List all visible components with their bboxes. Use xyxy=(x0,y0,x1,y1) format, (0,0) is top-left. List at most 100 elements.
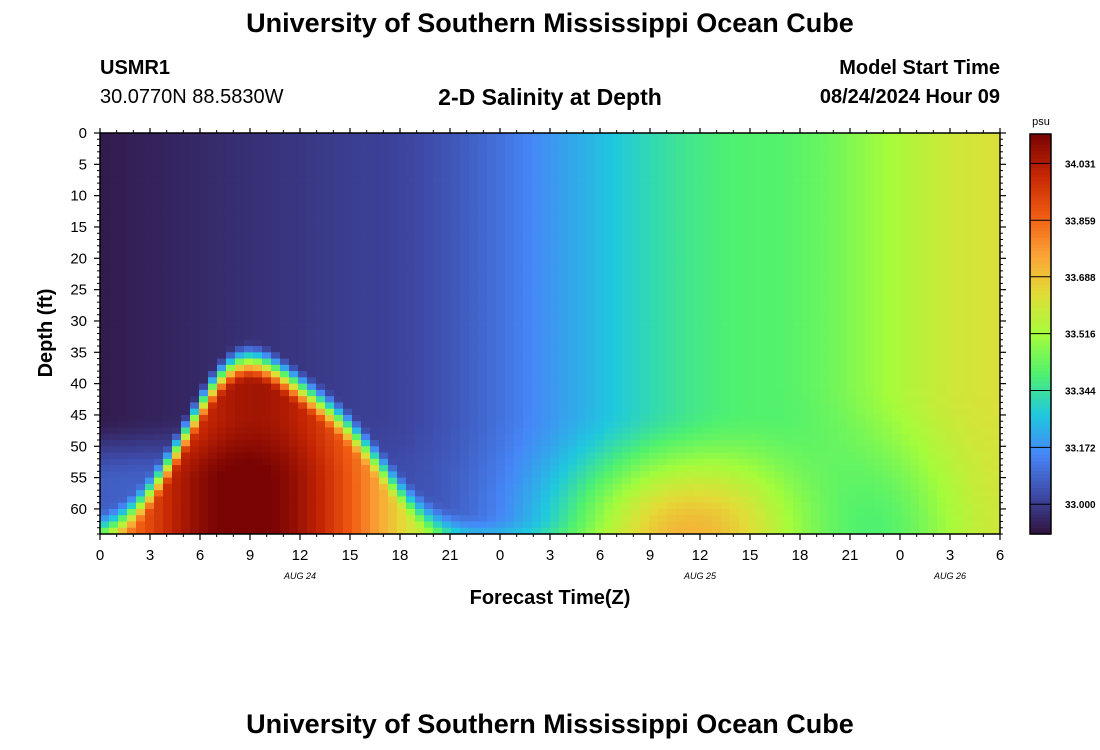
heatmap-cell xyxy=(703,333,713,341)
heatmap-cell xyxy=(397,396,407,404)
heatmap-cell xyxy=(316,521,326,529)
heatmap-cell xyxy=(208,145,218,153)
heatmap-cell xyxy=(505,176,515,184)
heatmap-cell xyxy=(640,308,650,316)
heatmap-cell xyxy=(433,414,443,422)
heatmap-cell xyxy=(172,339,182,347)
heatmap-cell xyxy=(739,477,749,485)
heatmap-cell xyxy=(271,139,281,147)
heatmap-cell xyxy=(514,327,524,335)
heatmap-cell xyxy=(316,183,326,190)
heatmap-cell xyxy=(334,364,344,372)
heatmap-cell xyxy=(298,245,308,253)
heatmap-cell xyxy=(289,327,299,335)
heatmap-cell xyxy=(469,133,479,140)
heatmap-cell xyxy=(190,176,200,184)
heatmap-cell xyxy=(271,465,281,472)
heatmap-cell xyxy=(721,396,731,404)
heatmap-cell xyxy=(235,446,245,454)
heatmap-cell xyxy=(109,458,119,466)
heatmap-cell xyxy=(748,320,758,328)
heatmap-cell xyxy=(100,333,110,341)
heatmap-cell xyxy=(208,490,218,498)
heatmap-cell xyxy=(379,133,389,140)
heatmap-cell xyxy=(631,226,641,234)
heatmap-cell xyxy=(307,508,317,516)
heatmap-cell xyxy=(766,333,776,341)
heatmap-cell xyxy=(604,502,614,510)
heatmap-cell xyxy=(145,295,155,303)
heatmap-cell xyxy=(766,490,776,498)
heatmap-cell xyxy=(523,490,533,498)
heatmap-cell xyxy=(496,195,506,203)
heatmap-cell xyxy=(316,189,326,197)
heatmap-cell xyxy=(595,277,605,284)
heatmap-cell xyxy=(415,158,425,165)
heatmap-cell xyxy=(370,371,380,378)
heatmap-cell xyxy=(253,333,263,341)
heatmap-cell xyxy=(172,295,182,303)
heatmap-cell xyxy=(127,496,137,504)
heatmap-cell xyxy=(226,377,236,385)
heatmap-cell xyxy=(172,145,182,153)
heatmap-cell xyxy=(748,477,758,485)
heatmap-cell xyxy=(433,389,443,397)
heatmap-cell xyxy=(631,446,641,454)
heatmap-cell xyxy=(325,377,335,385)
heatmap-cell xyxy=(793,440,803,447)
heatmap-cell xyxy=(460,446,470,454)
heatmap-cell xyxy=(451,508,461,516)
heatmap-cell xyxy=(226,320,236,328)
heatmap-cell xyxy=(577,358,587,366)
heatmap-cell xyxy=(649,320,659,328)
heatmap-cell xyxy=(793,289,803,297)
heatmap-cell xyxy=(109,521,119,529)
heatmap-cell xyxy=(766,421,776,429)
heatmap-cell xyxy=(694,458,704,466)
heatmap-cell xyxy=(442,239,452,247)
heatmap-cell xyxy=(676,208,686,216)
heatmap-cell xyxy=(640,270,650,278)
heatmap-cell xyxy=(496,258,506,266)
heatmap-cell xyxy=(658,176,668,184)
heatmap-cell xyxy=(667,183,677,190)
heatmap-cell xyxy=(451,195,461,203)
heatmap-cell xyxy=(514,421,524,429)
heatmap-cell xyxy=(667,270,677,278)
heatmap-cell xyxy=(766,308,776,316)
heatmap-cell xyxy=(271,308,281,316)
heatmap-cell xyxy=(685,239,695,247)
heatmap-cell xyxy=(577,333,587,341)
heatmap-cell xyxy=(181,508,191,516)
heatmap-cell xyxy=(577,490,587,498)
heatmap-cell xyxy=(343,452,353,460)
heatmap-cell xyxy=(451,226,461,234)
heatmap-cell xyxy=(136,239,146,247)
heatmap-cell xyxy=(235,289,245,297)
heatmap-cell xyxy=(523,527,533,534)
heatmap-cell xyxy=(433,133,443,140)
heatmap-cell xyxy=(487,433,497,441)
heatmap-cell xyxy=(145,490,155,498)
heatmap-cell xyxy=(190,201,200,209)
heatmap-cell xyxy=(541,427,551,435)
heatmap-cell xyxy=(289,358,299,366)
heatmap-cell xyxy=(388,220,398,228)
heatmap-cell xyxy=(496,239,506,247)
heatmap-cell xyxy=(451,170,461,178)
heatmap-cell xyxy=(523,427,533,435)
heatmap-cell xyxy=(415,446,425,454)
heatmap-cell xyxy=(703,377,713,385)
heatmap-cell xyxy=(613,233,623,241)
heatmap-cell xyxy=(226,414,236,422)
heatmap-cell xyxy=(217,452,227,460)
heatmap-cell xyxy=(730,164,740,172)
heatmap-cell xyxy=(109,352,119,360)
heatmap-cell xyxy=(757,239,767,247)
heatmap-cell xyxy=(406,289,416,297)
heatmap-cell xyxy=(217,477,227,485)
heatmap-cell xyxy=(361,320,371,328)
heatmap-cell xyxy=(361,346,371,353)
heatmap-cell xyxy=(775,346,785,353)
heatmap-cell xyxy=(460,352,470,360)
